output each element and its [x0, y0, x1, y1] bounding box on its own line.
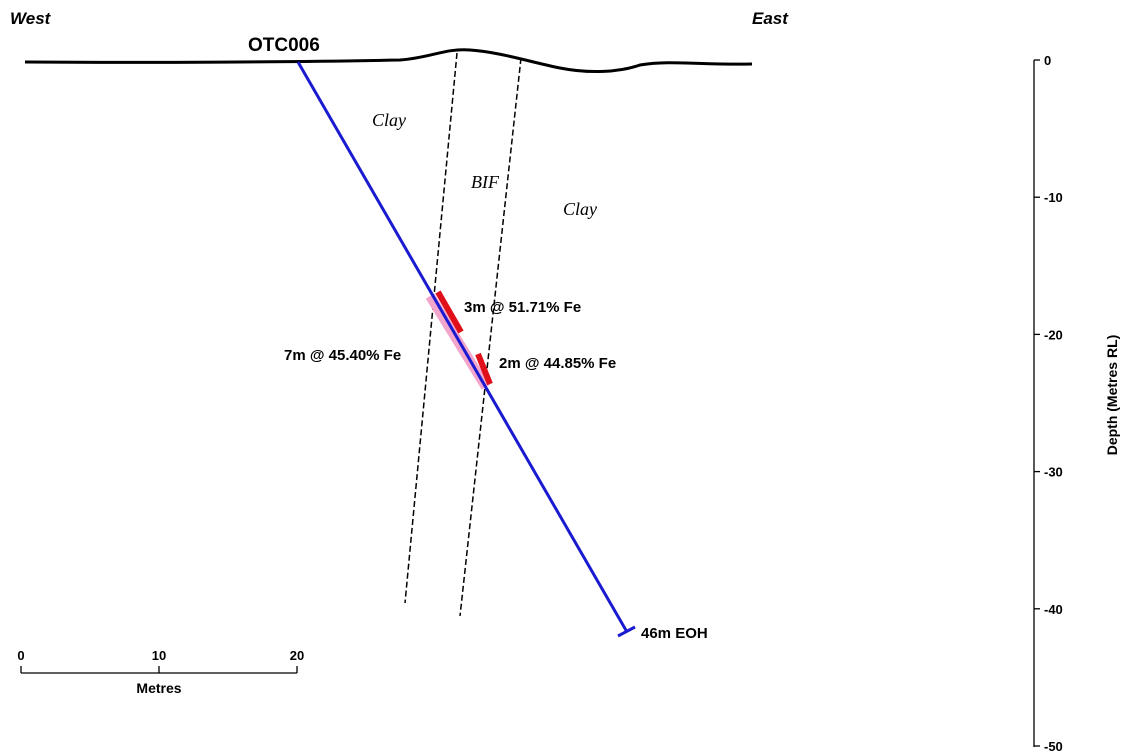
intercept-2m: [475, 352, 493, 386]
bif-contact-west: [404, 52, 458, 604]
bif-contact-east: [459, 57, 522, 617]
depth-tick-label: -30: [1044, 465, 1063, 480]
end-of-hole-label: 46m EOH: [641, 625, 708, 642]
drill-trace: [296, 61, 629, 633]
depth-tick-label: -50: [1044, 739, 1063, 754]
end-of-hole-tick: [617, 625, 636, 638]
intercept-2m-label: 2m @ 44.85% Fe: [499, 355, 616, 372]
east-label: East: [752, 9, 789, 28]
depth-axis: 0 -10 -20 -30 -40 -50 Depth (Metres RL): [1033, 53, 1120, 754]
lithology-clay-east: Clay: [563, 199, 597, 219]
lithology-clay-west: Clay: [372, 110, 406, 130]
ground-surface-line: [24, 48, 753, 74]
scale-bar: 0 10 20 Metres: [17, 648, 304, 696]
scale-tick-10: 10: [152, 648, 166, 663]
depth-tick-label: -20: [1044, 327, 1063, 342]
hole-id-label: OTC006: [248, 35, 320, 56]
scale-unit-label: Metres: [136, 680, 181, 696]
depth-axis-title: Depth (Metres RL): [1104, 335, 1120, 456]
intercept-3m-label: 3m @ 51.71% Fe: [464, 299, 581, 316]
depth-tick-label: -10: [1044, 190, 1063, 205]
scale-tick-20: 20: [290, 648, 304, 663]
depth-tick-label: 0: [1044, 53, 1051, 68]
intercept-3m: [435, 290, 464, 334]
depth-tick-label: -40: [1044, 602, 1063, 617]
west-label: West: [10, 9, 52, 28]
lithology-bif: BIF: [471, 172, 500, 192]
scale-tick-0: 0: [17, 648, 24, 663]
intercept-7m-label: 7m @ 45.40% Fe: [284, 347, 401, 364]
